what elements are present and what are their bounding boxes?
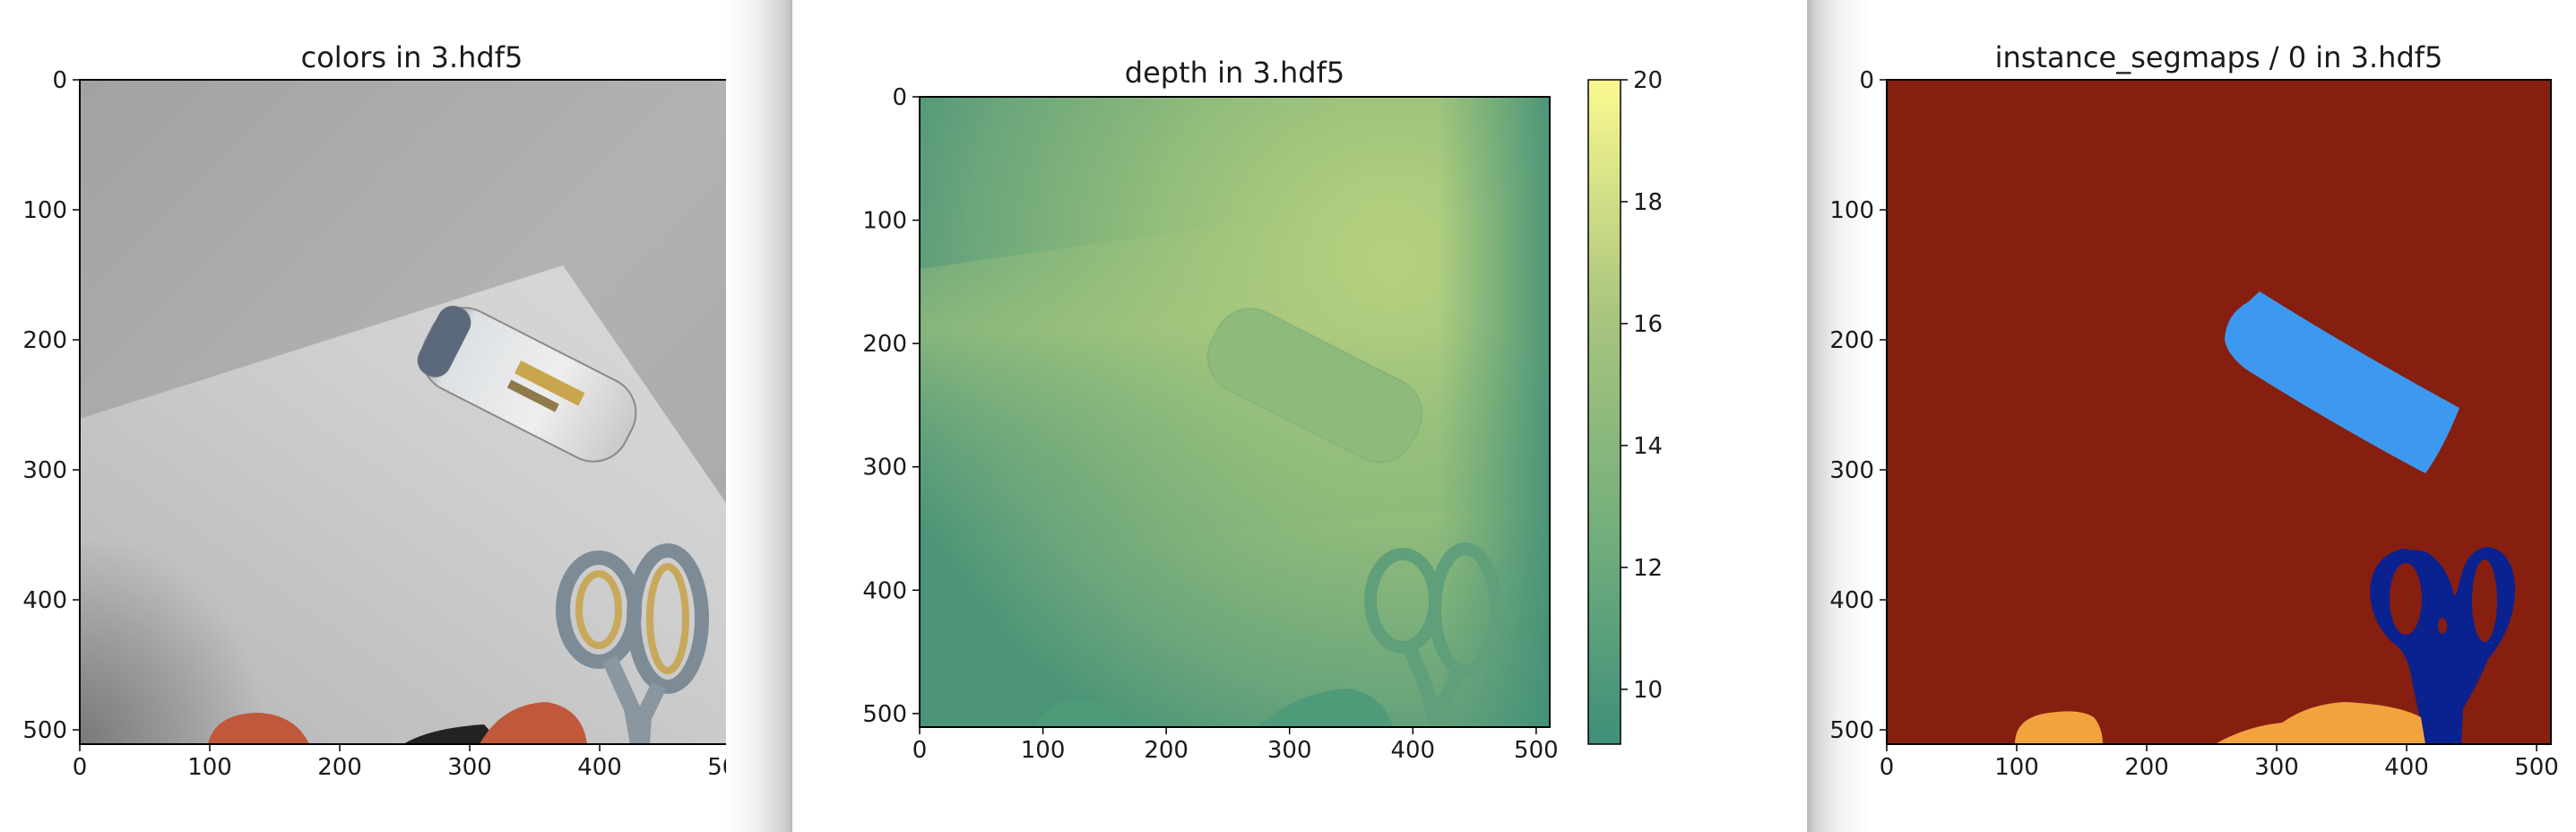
segment-object-right bbox=[2215, 702, 2425, 744]
x-tick-label: 300 bbox=[1267, 737, 1312, 764]
segment-object-left bbox=[2015, 711, 2103, 744]
y-tick-label: 200 bbox=[22, 327, 67, 354]
colorbar bbox=[1587, 79, 1621, 745]
y-tick-label: 300 bbox=[1829, 457, 1874, 484]
x-tick-label: 0 bbox=[73, 754, 88, 781]
y-tick-label: 100 bbox=[1829, 197, 1874, 224]
segment-scissors bbox=[2370, 547, 2515, 744]
y-tick-label: 200 bbox=[1829, 327, 1874, 354]
x-tick-label: 100 bbox=[187, 754, 232, 781]
plot-title: instance_segmaps / 0 in 3.hdf5 bbox=[1995, 40, 2443, 74]
y-tick-label: 300 bbox=[22, 457, 67, 484]
depth-object-left bbox=[1034, 699, 1128, 727]
y-tick-label: 500 bbox=[1829, 717, 1874, 744]
colorbar-tick-label: 18 bbox=[1633, 189, 1663, 216]
colors-plot: colors in 3.hdf5 01002003004005000100200… bbox=[22, 40, 752, 781]
x-tick-label: 400 bbox=[577, 754, 622, 781]
panel-colors: colors in 3.hdf5 01002003004005000100200… bbox=[0, 0, 792, 832]
y-tick-label: 500 bbox=[22, 717, 67, 744]
colorbar-tick-label: 20 bbox=[1633, 67, 1663, 94]
y-tick-label: 400 bbox=[22, 587, 67, 614]
y-tick-label: 0 bbox=[892, 84, 907, 111]
colorbar-tick-label: 14 bbox=[1633, 433, 1663, 460]
x-tick-label: 100 bbox=[1021, 737, 1066, 764]
colorbar-tick-group: 10 12 14 16 18 20 bbox=[1621, 67, 1663, 704]
depth-object-right bbox=[1258, 689, 1393, 727]
x-tick-label: 200 bbox=[317, 754, 362, 781]
x-tick-label: 0 bbox=[912, 737, 928, 764]
x-tick-label: 200 bbox=[2124, 754, 2169, 781]
depth-plot: depth in 3.hdf5 0 100 200 300 400 50001002003… bbox=[862, 56, 1663, 764]
scissors bbox=[556, 543, 709, 744]
y-tick-label: 400 bbox=[862, 577, 907, 604]
black-object bbox=[403, 724, 502, 744]
plot-title: colors in 3.hdf5 bbox=[301, 40, 523, 74]
y-tick-label: 0 bbox=[52, 67, 67, 94]
axes-frame bbox=[919, 96, 1551, 728]
x-tick-label: 300 bbox=[447, 754, 492, 781]
x-tick-label: 0 bbox=[1880, 754, 1895, 781]
y-tick-label: 0 bbox=[1859, 67, 1874, 94]
depth-scissors bbox=[1364, 542, 1502, 727]
shampoo-bottle bbox=[417, 306, 637, 463]
x-tick-label: 300 bbox=[2254, 754, 2299, 781]
depth-bottle bbox=[1206, 308, 1423, 464]
x-tick-label: 200 bbox=[1144, 737, 1189, 764]
y-tick-label: 100 bbox=[862, 208, 907, 235]
x-tick-label: 100 bbox=[1994, 754, 2039, 781]
window-edge-shadow bbox=[1807, 0, 1870, 832]
panel-segmap: instance_segmaps / 0 in 3.hdf5 0 100 200 30… bbox=[1807, 0, 2576, 832]
y-tick-label: 100 bbox=[22, 197, 67, 224]
window-edge-shadow bbox=[726, 0, 792, 832]
y-tick-label: 500 bbox=[862, 701, 907, 728]
colorbar-tick-label: 16 bbox=[1633, 311, 1663, 338]
panel-depth: depth in 3.hdf5 0 100 200 300 400 500 0 100 200 3… bbox=[792, 0, 1807, 832]
x-tick-label: 400 bbox=[2384, 754, 2429, 781]
red-object-left bbox=[208, 713, 309, 744]
colorbar-tick-label: 10 bbox=[1633, 677, 1663, 704]
plot-title: depth in 3.hdf5 bbox=[1125, 56, 1344, 90]
y-tick-label: 300 bbox=[862, 455, 907, 481]
colorbar-tick-label: 12 bbox=[1633, 555, 1663, 582]
segment-bottle bbox=[2225, 291, 2459, 473]
shadow-vignette bbox=[80, 448, 349, 744]
y-tick-label: 400 bbox=[1829, 587, 1874, 614]
x-tick-label: 500 bbox=[2514, 754, 2559, 781]
segmap-plot: instance_segmaps / 0 in 3.hdf5 0 100 200 30… bbox=[1829, 40, 2559, 781]
axes-frame bbox=[1886, 79, 2552, 745]
x-tick-label: 400 bbox=[1390, 737, 1435, 764]
red-object-right bbox=[480, 702, 587, 744]
y-tick-label: 200 bbox=[862, 331, 907, 358]
x-tick-label: 500 bbox=[1514, 737, 1559, 764]
